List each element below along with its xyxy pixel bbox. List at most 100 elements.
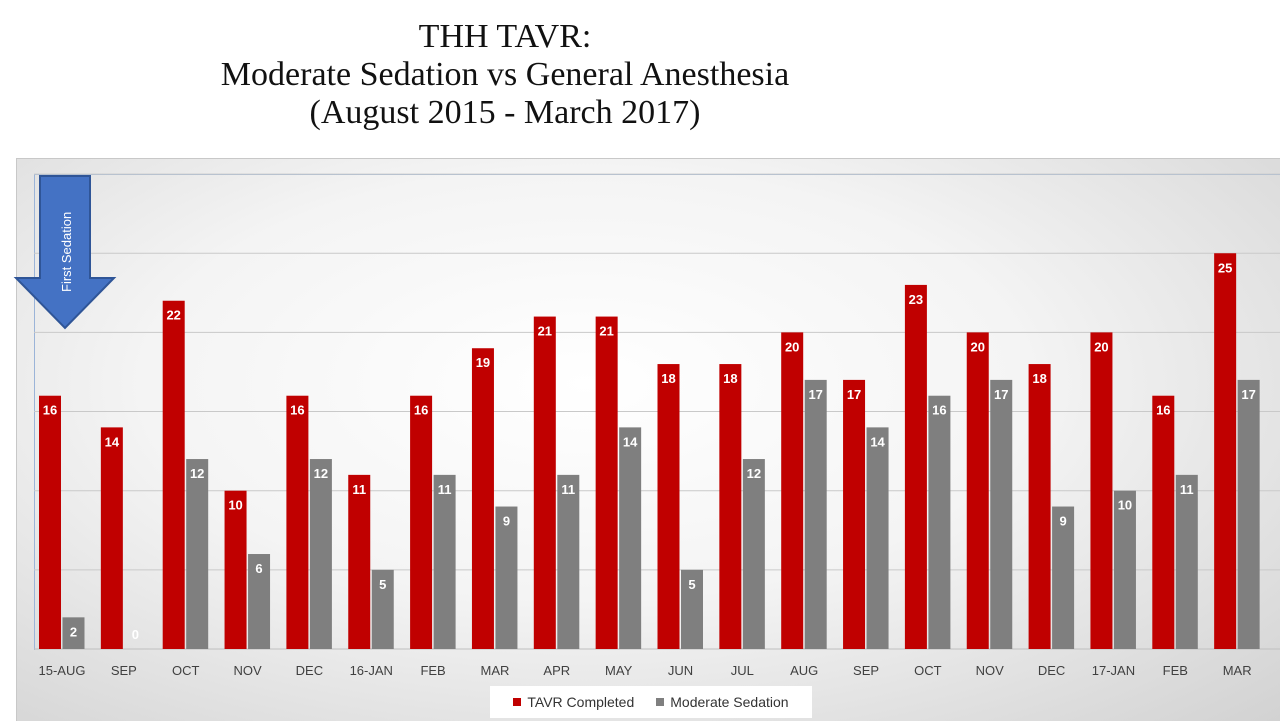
data-label: 5 bbox=[379, 577, 386, 592]
data-label: 23 bbox=[909, 292, 923, 307]
data-label: 17 bbox=[808, 387, 822, 402]
bar-moderate-sedation bbox=[371, 569, 394, 649]
data-label: 11 bbox=[352, 482, 366, 497]
data-label: 17 bbox=[847, 387, 861, 402]
bar-moderate-sedation bbox=[557, 474, 580, 649]
data-label: 14 bbox=[870, 434, 885, 449]
bar-moderate-sedation bbox=[866, 427, 889, 649]
legend-item-sedation: Moderate Sedation bbox=[656, 694, 789, 710]
x-tick-label: OCT bbox=[172, 663, 200, 678]
bar-tavr-completed bbox=[595, 316, 618, 649]
bar-tavr-completed bbox=[1214, 253, 1237, 649]
data-label: 16 bbox=[414, 403, 428, 418]
data-label: 14 bbox=[105, 434, 120, 449]
bar-moderate-sedation bbox=[1113, 490, 1136, 649]
legend-label-sedation: Moderate Sedation bbox=[670, 694, 789, 710]
bars bbox=[39, 253, 1260, 649]
x-tick-label: 17-JAN bbox=[1092, 663, 1135, 678]
bar-tavr-completed bbox=[471, 348, 494, 649]
data-label: 11 bbox=[561, 482, 575, 497]
data-label: 6 bbox=[255, 561, 262, 576]
x-tick-label: FEB bbox=[420, 663, 445, 678]
data-label: 18 bbox=[1032, 371, 1046, 386]
data-label: 0 bbox=[132, 627, 139, 642]
data-label: 2 bbox=[70, 624, 77, 639]
data-label: 20 bbox=[785, 339, 799, 354]
data-label: 17 bbox=[1241, 387, 1255, 402]
data-label: 19 bbox=[476, 355, 490, 370]
bar-moderate-sedation bbox=[1175, 474, 1198, 649]
x-tick-label: OCT bbox=[914, 663, 942, 678]
bar-tavr-completed bbox=[781, 332, 804, 649]
bar-moderate-sedation bbox=[186, 459, 209, 649]
bar-tavr-completed bbox=[1028, 364, 1051, 649]
data-label: 18 bbox=[723, 371, 737, 386]
data-label: 16 bbox=[43, 403, 57, 418]
bar-moderate-sedation bbox=[309, 459, 332, 649]
bar-moderate-sedation bbox=[433, 474, 456, 649]
bar-moderate-sedation bbox=[1052, 506, 1075, 649]
x-tick-label: FEB bbox=[1163, 663, 1188, 678]
x-tick-label: MAR bbox=[1223, 663, 1252, 678]
bar-moderate-sedation bbox=[619, 427, 642, 649]
data-label: 11 bbox=[438, 482, 452, 497]
bar-moderate-sedation bbox=[928, 395, 951, 649]
bar-moderate-sedation bbox=[681, 569, 703, 649]
x-tick-label: SEP bbox=[111, 663, 137, 678]
x-tick-label: MAY bbox=[605, 663, 633, 678]
x-tick-label: SEP bbox=[853, 663, 879, 678]
bar-moderate-sedation bbox=[990, 379, 1013, 649]
data-label: 21 bbox=[599, 324, 613, 339]
data-label: 21 bbox=[538, 324, 552, 339]
x-tick-label: MAR bbox=[481, 663, 510, 678]
data-label: 20 bbox=[1094, 339, 1108, 354]
first-sedation-arrow: First Sedation bbox=[13, 175, 117, 330]
legend-swatch-sedation bbox=[656, 698, 665, 706]
bar-tavr-completed bbox=[904, 284, 927, 649]
legend-label-tavr: TAVR Completed bbox=[527, 694, 635, 710]
data-labels: 16 2 14 0 22 12 10 6 16 12 11 5 16 11 19 9 21 11 21 14 18 5 18… bbox=[43, 260, 1256, 642]
bar-tavr-completed bbox=[286, 395, 309, 649]
bar-tavr-completed bbox=[348, 474, 371, 649]
x-tick-label: JUL bbox=[731, 663, 754, 678]
bar-tavr-completed bbox=[533, 316, 556, 649]
x-tick-label: APR bbox=[543, 663, 570, 678]
arrow-label: First Sedation bbox=[59, 212, 74, 292]
bar-tavr-completed bbox=[224, 490, 247, 649]
x-tick-label: DEC bbox=[1038, 663, 1065, 678]
data-label: 20 bbox=[971, 339, 985, 354]
bar-tavr-completed bbox=[719, 364, 742, 649]
bar-moderate-sedation bbox=[742, 459, 765, 649]
x-tick-label: NOV bbox=[976, 663, 1005, 678]
data-label: 10 bbox=[228, 498, 242, 513]
data-label: 16 bbox=[290, 403, 304, 418]
bar-moderate-sedation bbox=[1237, 379, 1260, 649]
bar-tavr-completed bbox=[1152, 395, 1175, 649]
bar-moderate-sedation bbox=[248, 554, 271, 649]
data-label: 14 bbox=[623, 434, 638, 449]
x-tick-label: DEC bbox=[296, 663, 323, 678]
bar-tavr-completed bbox=[39, 395, 61, 649]
bar-moderate-sedation bbox=[804, 379, 827, 649]
data-label: 9 bbox=[1059, 514, 1066, 529]
bar-tavr-completed bbox=[1090, 332, 1113, 649]
title-line-1: THH TAVR: bbox=[418, 18, 592, 55]
bar-moderate-sedation bbox=[62, 617, 85, 649]
bar-tavr-completed bbox=[966, 332, 989, 649]
x-tick-labels: 15-AUG SEP OCT NOV DEC 16-JAN FEB MAR APR MAY JUN J… bbox=[39, 663, 1252, 678]
data-label: 12 bbox=[747, 466, 761, 481]
data-label: 12 bbox=[314, 466, 328, 481]
bar-tavr-completed bbox=[100, 427, 123, 649]
data-label: 22 bbox=[166, 308, 180, 323]
data-label: 16 bbox=[932, 403, 946, 418]
x-tick-label: 16-JAN bbox=[350, 663, 393, 678]
legend-swatch-tavr bbox=[513, 698, 522, 706]
bar-tavr-completed bbox=[410, 395, 433, 649]
data-label: 12 bbox=[190, 466, 204, 481]
data-label: 25 bbox=[1218, 260, 1232, 275]
bar-moderate-sedation bbox=[495, 506, 518, 649]
data-label: 10 bbox=[1118, 498, 1132, 513]
data-label: 18 bbox=[661, 371, 675, 386]
data-label: 9 bbox=[503, 514, 510, 529]
